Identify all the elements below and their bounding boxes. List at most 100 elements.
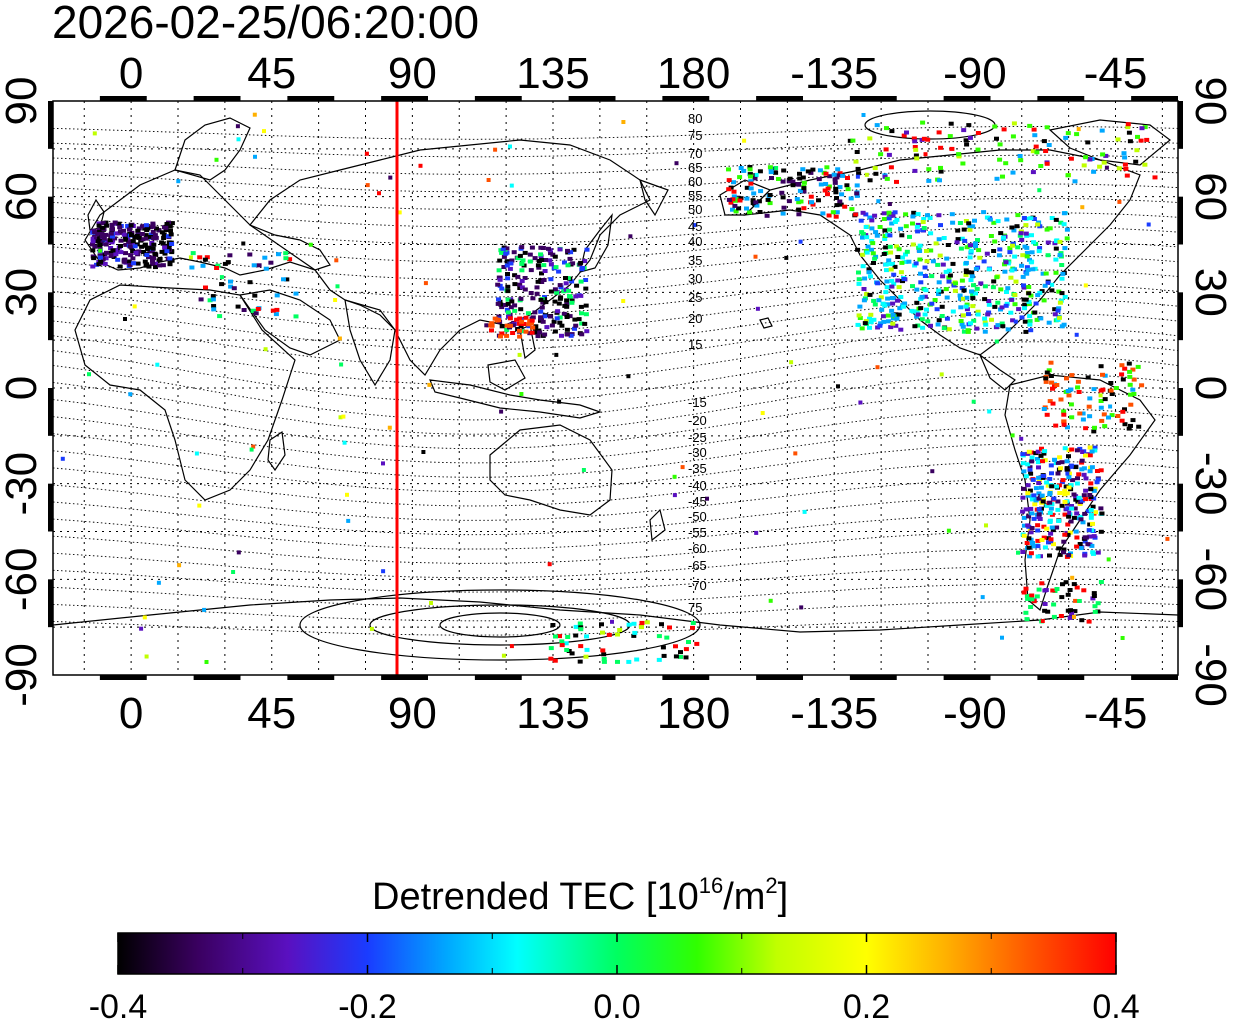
coastline-indonesia — [429, 379, 602, 419]
x-tick-label: -135 — [790, 49, 878, 98]
tec-observation-point — [268, 260, 274, 265]
tec-observation-point — [1064, 236, 1070, 241]
tec-observation-point — [1026, 299, 1032, 304]
tec-observation-point — [1062, 489, 1068, 494]
colorbar-tick-label: 0.0 — [593, 988, 640, 1024]
tec-observation-point — [939, 372, 944, 377]
tec-observation-point — [1134, 148, 1140, 153]
mag-lat-label: 70 — [688, 146, 702, 161]
tec-observation-point — [936, 130, 942, 135]
tec-observation-point — [504, 327, 510, 332]
tec-observation-point — [914, 314, 920, 319]
tec-observation-point — [1054, 484, 1059, 489]
tec-observation-point — [751, 191, 757, 196]
tec-observation-point — [834, 210, 840, 215]
tec-observation-point — [888, 325, 894, 330]
tec-observation-point — [1089, 465, 1095, 470]
tec-observation-point — [747, 167, 753, 172]
mag-lat-label: 75 — [688, 600, 702, 615]
tec-observation-point — [781, 168, 787, 173]
tec-observation-point — [579, 332, 585, 337]
tec-observation-point — [1142, 125, 1148, 130]
tec-observation-point — [726, 197, 732, 202]
tec-observation-point — [1065, 608, 1071, 613]
tec-observation-point — [786, 199, 792, 204]
tec-observation-point — [921, 217, 927, 221]
tec-observation-point — [1056, 519, 1062, 523]
tec-observation-point — [1097, 164, 1103, 169]
axis-bar-segment — [1178, 388, 1183, 436]
tec-observation-point — [877, 225, 883, 229]
tec-observation-point — [142, 243, 148, 248]
tec-observation-point — [554, 352, 559, 357]
tec-observation-point — [552, 658, 558, 663]
tec-observation-point — [519, 245, 525, 250]
tec-observation-point — [117, 225, 123, 230]
tec-observation-point — [176, 179, 181, 184]
tec-observation-point — [921, 226, 927, 230]
tec-observation-point — [1087, 453, 1093, 458]
tec-observation-point — [903, 252, 908, 257]
axis-bar-segment — [287, 675, 335, 680]
tec-observation-point — [127, 227, 132, 232]
tec-observation-point — [154, 226, 159, 231]
tec-observation-point — [167, 260, 173, 265]
tec-observation-point — [108, 246, 114, 250]
tec-observation-point — [911, 136, 917, 141]
tec-observation-point — [959, 286, 965, 291]
magnetic-latitude-line — [53, 390, 1178, 450]
tec-observation-point — [959, 236, 965, 241]
tec-observation-point — [1074, 132, 1080, 137]
tec-observation-point — [1008, 275, 1014, 280]
tec-observation-point — [631, 621, 637, 626]
tec-observation-point — [886, 152, 892, 157]
tec-observation-point — [1028, 551, 1034, 556]
tec-observation-point — [143, 223, 149, 228]
tec-observation-point — [937, 178, 942, 183]
tec-observation-point — [1057, 491, 1063, 495]
tec-observation-point — [377, 191, 381, 196]
tec-observation-point — [1025, 267, 1031, 272]
tec-observation-point — [757, 210, 763, 214]
tec-observation-point — [878, 152, 884, 157]
tec-observation-point — [769, 176, 774, 180]
tec-observation-point — [110, 248, 116, 253]
tec-observation-point — [167, 256, 173, 261]
coastline-madagascar — [267, 430, 286, 472]
tec-observation-point — [767, 165, 773, 170]
tec-observation-point — [987, 409, 992, 414]
tec-observation-point — [283, 256, 289, 261]
tec-observation-point — [982, 320, 988, 325]
tec-observation-point — [569, 298, 575, 303]
tec-observation-point — [584, 329, 590, 334]
tec-observation-point — [1144, 137, 1150, 142]
tec-observation-point — [885, 296, 891, 301]
tec-observation-point — [974, 326, 980, 331]
tec-observation-point — [833, 190, 839, 195]
tec-observation-point — [1052, 241, 1058, 246]
tec-observation-point — [899, 260, 905, 265]
tec-observation-point — [334, 258, 339, 263]
mag-lat-label: -30 — [688, 445, 707, 460]
tec-observation-point — [910, 214, 916, 219]
tec-observation-point — [1048, 537, 1054, 542]
x-tick-label: 45 — [247, 689, 296, 738]
tec-observation-point — [939, 314, 945, 318]
tec-observation-point — [973, 244, 978, 249]
tec-observation-point — [567, 294, 572, 299]
tec-observation-point — [961, 329, 967, 334]
tec-observation-point — [1091, 429, 1097, 434]
tec-observation-point — [501, 265, 507, 269]
tec-observation-point — [1068, 402, 1074, 407]
tec-observation-point — [1124, 173, 1130, 178]
tec-observation-point — [539, 280, 545, 284]
tec-observation-point — [837, 171, 843, 176]
tec-observation-point — [139, 626, 144, 631]
tec-observation-point — [991, 249, 997, 253]
x-tick-label: 90 — [388, 689, 437, 738]
tec-observation-point — [929, 301, 935, 306]
tec-observation-point — [250, 308, 256, 313]
tec-observation-point — [584, 647, 590, 652]
coastline-britain — [87, 198, 105, 231]
tec-observation-point — [876, 199, 881, 204]
